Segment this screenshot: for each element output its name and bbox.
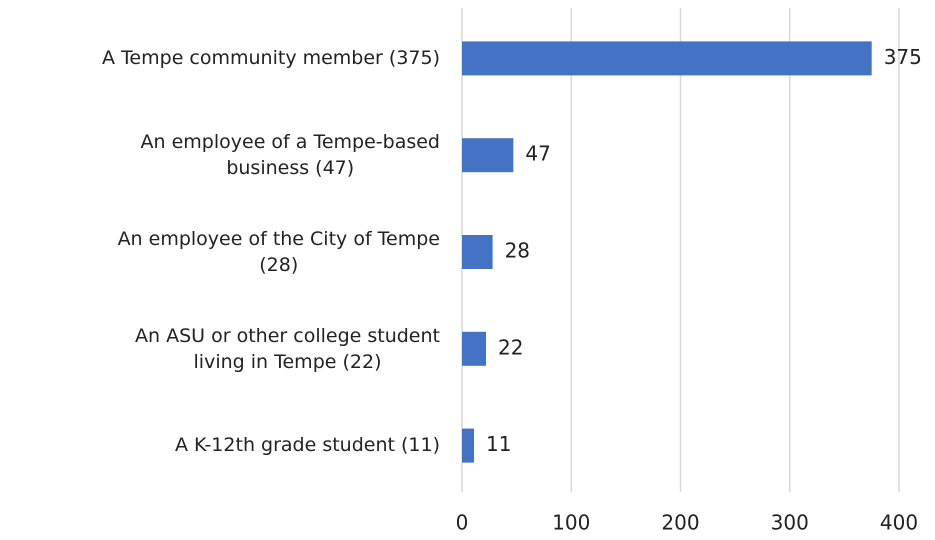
y-tick-label: An employee of the City of Tempe (28) [118,228,440,276]
y-tick-label: An employee of a Tempe-based business (47… [141,131,440,179]
x-tick-label: 200 [661,511,699,535]
value-label: 47 [525,142,550,166]
bar [462,138,514,173]
bar [462,235,493,269]
x-tick-label: 300 [771,511,809,535]
bar [462,428,475,463]
x-tick-label: 400 [880,511,918,535]
y-tick-label: An ASU or other college student living in… [135,324,440,372]
y-tick-label: A K-12th grade student (11) [175,434,440,456]
x-tick-label: 100 [552,511,590,535]
value-label: 375 [884,45,922,69]
bar [462,331,487,366]
value-label: 11 [486,432,511,456]
x-tick-label: 0 [456,511,469,535]
value-label: 28 [505,239,530,263]
value-label: 22 [498,335,523,359]
y-tick-label: A Tempe community member (375) [102,47,440,69]
bar [462,41,872,76]
